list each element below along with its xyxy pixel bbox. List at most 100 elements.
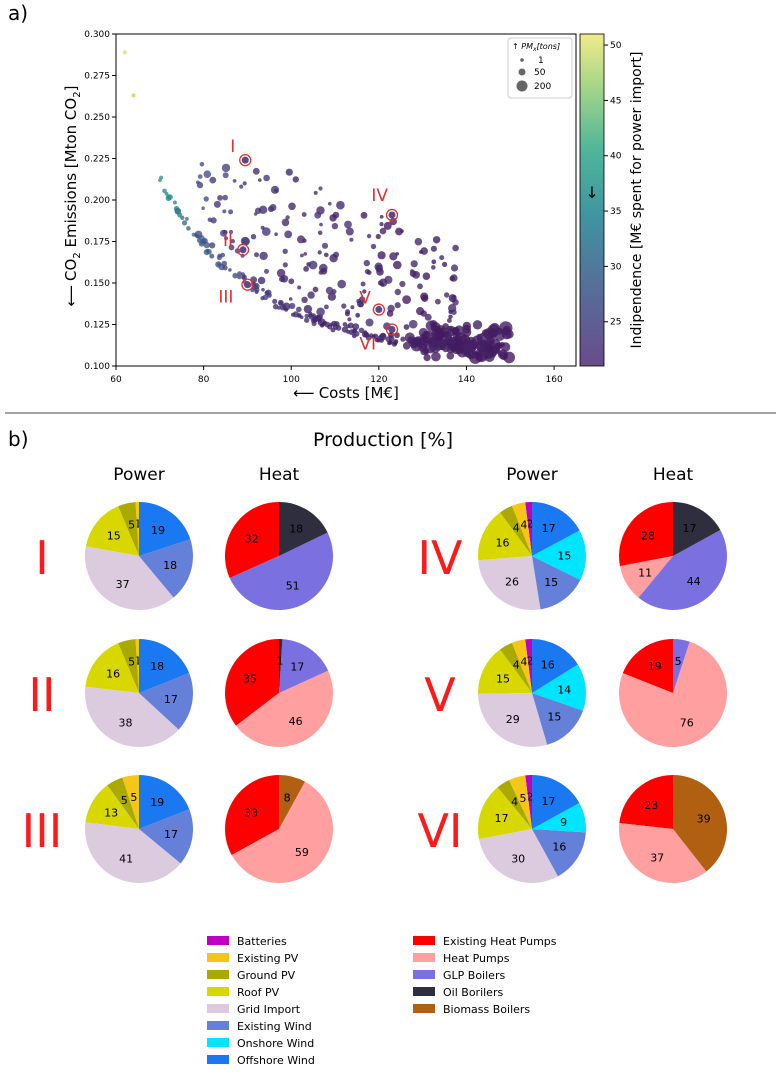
y-axis-label-co: CO [62,259,80,281]
pie-slice [225,502,279,579]
y-axis-label-sub-2: 2 [72,91,83,97]
pie-slice [525,775,532,829]
pie-slice-label: 5 [520,792,527,805]
scatter-point [258,205,268,214]
pie-slice-label: 5 [675,655,682,668]
pie-slice-label: 17 [164,828,178,841]
highlight-point [388,325,396,333]
scatter-point [359,296,366,303]
scatter-point [222,194,228,201]
pie-slice [478,512,532,561]
scatter-point [336,200,345,210]
size-legend: ↑ PMx[tons] 1 50 200 [507,37,573,99]
size-legend-marker-medium [518,68,526,76]
scatter-point [201,237,208,244]
pie-slice [84,546,174,610]
scatter-point [363,259,370,267]
legend-swatch [413,987,435,996]
scatter-point [344,311,350,317]
scatter-point [421,330,435,344]
pie-slice [619,502,673,567]
scatter-point [494,330,505,341]
scatter-point [254,252,259,258]
pie-slice-label: 4 [513,522,520,535]
legend-label: Roof PV [237,986,280,999]
scatter-point [337,279,347,289]
scatter-point [221,260,228,267]
highlight-ring [385,208,399,222]
legend-label: Biomass Boilers [443,1003,530,1016]
scatter-point [503,351,515,364]
y-axis-arrow: ⟵ [62,285,80,307]
scatter-point [314,211,322,219]
scatter-point [316,307,325,317]
scatter-point [432,236,441,244]
scatter-point [217,195,223,201]
scatter-point [213,200,221,208]
pie-slice [497,780,532,829]
legend-swatch [207,1038,229,1047]
scatter-point [416,307,425,316]
scatter-point [274,232,278,236]
pie-slice [279,775,306,829]
colorbar-label: Indipendence [M€ spent for power import] [629,52,645,349]
pie-slice-label: 76 [680,716,694,729]
pie-slice [673,775,728,872]
scatter-point [402,342,411,350]
heat-pie: 32 51 18 [225,502,333,610]
heat-pie: 35 46 17 1 [225,639,333,747]
power-pie: 15 16 38 17 18 [84,639,193,747]
pie-slice [135,639,139,693]
pie-slice-label: 5 [121,794,128,807]
size-legend-label-1: 1 [538,56,544,66]
pie-slice-label: 15 [496,673,510,686]
colorbar-arrow: ↓ [585,183,598,202]
legend-swatch [413,936,435,945]
pie-slice [139,809,194,864]
x-axis-label-text: Costs [M€] [319,384,399,402]
pie-slice-label: 15 [557,550,571,563]
legend-label: Existing PV [237,952,299,965]
scatter-point [328,201,332,206]
pie-slice-label: 18 [150,660,164,673]
pie-slice-label: 59 [295,846,309,859]
scatter-point [203,170,212,178]
scatter-point [430,245,437,252]
colorbar-tick-label: 45 [610,96,621,106]
scatter-point [131,93,136,98]
y-tick-label: 0.275 [84,72,110,82]
scatter-point [446,352,455,360]
pie-slice [139,539,194,598]
scatter-point [329,214,337,222]
scatter-point [221,163,231,173]
y-tick-label: 0.175 [84,238,110,248]
pie-slice [478,649,532,694]
scatter-point [395,252,400,256]
pie-slice [509,775,532,829]
highlight-point [241,156,249,164]
scatter-point [410,260,418,268]
pie-slice-label: 5 [128,519,135,532]
x-tick-label: 120 [370,375,387,385]
highlight-ring [372,303,386,316]
pie-slice [532,639,578,693]
x-axis-arrow: ⟵ [293,384,315,402]
heat-pie: 33 59 8 [225,775,334,884]
scatter-point [472,320,483,330]
scatter-point [242,181,247,186]
scatter-point [259,251,268,261]
pie-slice-label: 44 [687,575,701,588]
scatter-point [159,175,164,180]
size-legend-label-50: 50 [534,68,546,78]
pie-slice [231,781,334,884]
legend-swatch [207,936,229,945]
pie-slice [618,641,727,747]
scatter-point [297,285,302,290]
scatter-point [311,320,317,327]
y-tick-label: 0.225 [84,155,110,165]
scatter-point [365,318,374,327]
pie-slice-label: 15 [107,530,121,543]
heat-pie: 19 76 5 [618,639,727,747]
